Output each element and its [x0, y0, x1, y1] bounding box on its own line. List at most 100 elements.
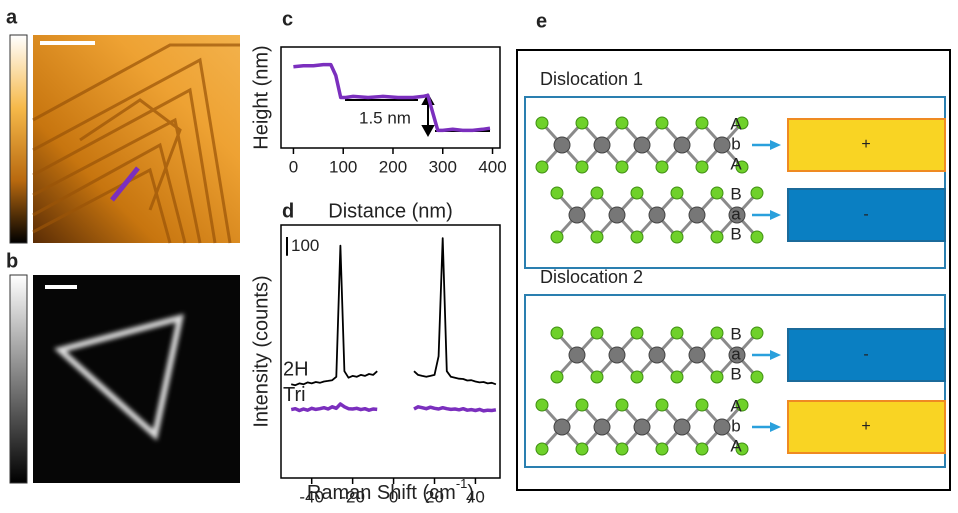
series-line — [291, 237, 497, 387]
chalcogen — [670, 186, 684, 200]
x-tick-label: 300 — [429, 157, 457, 176]
stacking-label: b — [731, 134, 740, 153]
panel-e-frame — [516, 49, 951, 491]
chalcogen — [630, 186, 644, 200]
x-tick-label: 100 — [329, 157, 357, 176]
optical-image — [33, 275, 240, 483]
metal — [553, 136, 571, 154]
metal — [648, 346, 666, 364]
x-axis-label: Raman Shift (cm-1) — [307, 476, 474, 504]
x-axis-label-part: ) — [467, 482, 474, 504]
chalcogen — [615, 398, 629, 412]
x-tick-label: 0 — [289, 157, 298, 176]
x-axis-label-part: Raman Shift (cm — [307, 482, 456, 504]
stacking-label: A — [730, 114, 742, 133]
sign-label: - — [863, 206, 868, 223]
chalcogen — [615, 160, 629, 174]
layer-structure — [550, 326, 764, 384]
panel-label: e — [536, 10, 547, 32]
x-tick-label: 0 — [389, 487, 398, 506]
stacking-label: A — [730, 396, 742, 415]
chalcogen — [735, 160, 749, 174]
stacking-label: a — [731, 204, 741, 223]
chalcogen — [695, 160, 709, 174]
chalcogen — [575, 442, 589, 456]
sign-box — [787, 400, 946, 454]
metal — [608, 346, 626, 364]
chalcogen — [535, 116, 549, 130]
chalcogen — [670, 326, 684, 340]
chalcogen — [630, 326, 644, 340]
colorbar — [9, 274, 28, 484]
line-cut — [110, 166, 140, 202]
annotation: 1.5 nm — [359, 108, 411, 127]
triangle-edge — [53, 313, 184, 441]
stacking-label: B — [730, 184, 741, 203]
stacking-label: B — [730, 224, 741, 243]
x-axis-label-part: -1 — [456, 476, 468, 491]
series-label: Tri — [283, 384, 306, 406]
chalcogen — [615, 442, 629, 456]
chalcogen — [575, 116, 589, 130]
terraces — [32, 43, 240, 244]
arrow-head — [770, 210, 781, 220]
series-label: 2H — [283, 359, 309, 381]
metal — [593, 136, 611, 154]
stacking-label: a — [731, 344, 741, 363]
chalcogen — [710, 326, 724, 340]
chalcogen — [630, 370, 644, 384]
chalcogen — [535, 398, 549, 412]
panel-a — [9, 34, 240, 244]
chalcogen — [590, 326, 604, 340]
x-tick-label: 20 — [425, 487, 444, 506]
metal — [648, 206, 666, 224]
chalcogen — [735, 116, 749, 130]
series-line — [290, 402, 497, 413]
panel-label: a — [6, 6, 18, 28]
scale-bar-label: 100 — [291, 236, 319, 255]
layer-structure — [550, 186, 764, 244]
chalcogen — [710, 230, 724, 244]
colorbar — [9, 34, 28, 244]
x-tick-label: 200 — [379, 157, 407, 176]
metal — [568, 346, 586, 364]
sign-label: - — [863, 346, 868, 363]
chalcogen — [630, 230, 644, 244]
chalcogen — [670, 230, 684, 244]
chalcogen — [550, 326, 564, 340]
metal — [713, 136, 731, 154]
metal — [553, 418, 571, 436]
chalcogen — [655, 398, 669, 412]
panel-label: b — [6, 250, 18, 272]
metal — [593, 418, 611, 436]
chalcogen — [590, 370, 604, 384]
stacking-label: A — [730, 436, 742, 455]
dislocation-frame — [524, 96, 946, 269]
arrow-head — [770, 422, 781, 432]
chalcogen — [590, 186, 604, 200]
chalcogen — [710, 186, 724, 200]
layer-structure — [535, 398, 749, 456]
chalcogen — [735, 442, 749, 456]
chalcogen — [695, 116, 709, 130]
dislocation-title: Dislocation 2 — [540, 267, 643, 287]
metal — [608, 206, 626, 224]
dislocation-title: Dislocation 1 — [540, 69, 643, 89]
chalcogen — [750, 186, 764, 200]
chalcogen — [535, 160, 549, 174]
chalcogen — [590, 230, 604, 244]
metal — [728, 206, 746, 224]
chalcogen — [710, 370, 724, 384]
panel-b — [9, 274, 240, 484]
chalcogen — [750, 370, 764, 384]
chalcogen — [750, 326, 764, 340]
chalcogen — [550, 186, 564, 200]
metal — [728, 346, 746, 364]
chalcogen — [670, 370, 684, 384]
chalcogen — [615, 116, 629, 130]
metal — [673, 136, 691, 154]
chalcogen — [695, 398, 709, 412]
chalcogen — [550, 230, 564, 244]
plot-frame — [280, 46, 501, 149]
x-tick-label: 40 — [466, 487, 485, 506]
